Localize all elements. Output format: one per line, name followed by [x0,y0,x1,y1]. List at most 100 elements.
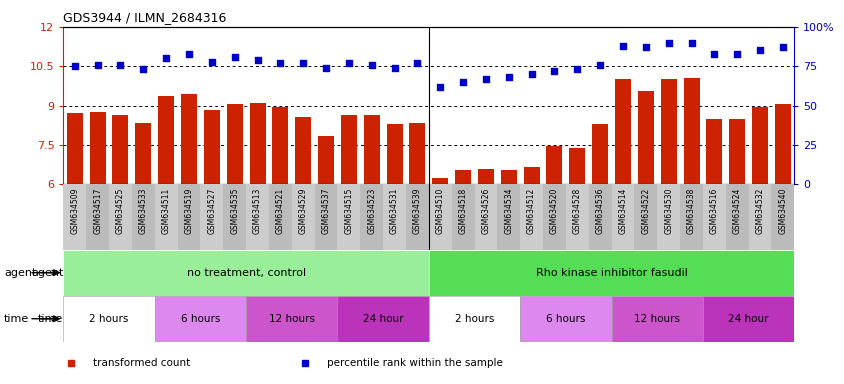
Bar [272,107,288,184]
Bar [200,184,223,250]
Bar [706,119,722,184]
Bar [154,184,177,250]
Bar [660,79,676,184]
Bar [246,184,268,250]
Bar [86,184,109,250]
Bar [702,184,725,250]
Point [501,74,515,80]
Bar [63,296,154,342]
Text: GSM634511: GSM634511 [161,188,170,234]
Text: GSM634532: GSM634532 [755,188,764,234]
Bar [268,184,291,250]
Text: GSM634531: GSM634531 [390,188,398,234]
Bar [386,124,402,184]
Bar [409,122,425,184]
Bar [112,115,128,184]
Point [251,57,264,63]
Bar [360,184,382,250]
Point [91,61,105,68]
Point [205,58,219,65]
Text: GSM634515: GSM634515 [344,188,353,234]
Bar [363,115,379,184]
Text: GSM634509: GSM634509 [70,188,79,234]
Bar [337,184,360,250]
Point [160,55,173,61]
Text: GSM634513: GSM634513 [252,188,262,234]
Text: 6 hours: 6 hours [545,314,585,324]
Bar [249,103,265,184]
Text: GSM634529: GSM634529 [299,188,307,234]
Bar [546,146,562,184]
Bar [500,170,517,184]
Text: GSM634519: GSM634519 [184,188,193,234]
Text: GSM634516: GSM634516 [709,188,718,234]
Text: GSM634520: GSM634520 [549,188,558,234]
Bar [109,184,132,250]
Bar [614,79,630,184]
Bar [611,296,702,342]
Text: GSM634526: GSM634526 [481,188,490,234]
Text: GSM634540: GSM634540 [777,188,787,234]
Bar [63,184,86,250]
Bar [203,109,219,184]
Bar [478,169,494,184]
Text: GSM634522: GSM634522 [641,188,650,234]
Text: GSM634512: GSM634512 [527,188,535,234]
Bar [497,184,520,250]
Text: 6 hours: 6 hours [181,314,219,324]
Bar [246,296,337,342]
Bar [428,184,452,250]
Text: GDS3944 / ILMN_2684316: GDS3944 / ILMN_2684316 [63,11,226,24]
Bar [474,184,497,250]
Text: 12 hours: 12 hours [268,314,315,324]
Point [410,60,424,66]
Point [638,44,652,50]
Point [570,66,583,73]
Point [342,60,355,66]
Bar [428,296,520,342]
Bar [728,119,744,184]
Bar [523,167,539,184]
Text: GSM634517: GSM634517 [93,188,102,234]
Text: GSM634514: GSM634514 [618,188,627,234]
Bar [314,184,337,250]
Point [387,65,401,71]
Text: 2 hours: 2 hours [89,314,128,324]
Bar [177,184,200,250]
Point [752,48,766,54]
Bar [452,184,474,250]
Bar [63,250,428,296]
Text: GSM634535: GSM634535 [230,188,239,234]
Text: GSM634524: GSM634524 [732,188,741,234]
Bar [543,184,565,250]
Point [775,44,788,50]
Bar [428,250,793,296]
Text: GSM634523: GSM634523 [367,188,376,234]
Text: time: time [4,314,30,324]
Text: agent: agent [31,268,63,278]
Bar [565,184,588,250]
Bar [683,78,699,184]
Bar [774,104,790,184]
Bar [455,170,471,184]
Point [684,40,697,46]
Point [68,63,82,70]
Point [365,61,378,68]
Text: no treatment, control: no treatment, control [187,268,306,278]
Point [661,40,674,46]
Text: Rho kinase inhibitor fasudil: Rho kinase inhibitor fasudil [535,268,687,278]
Text: GSM634530: GSM634530 [663,188,673,234]
Bar [611,184,634,250]
Bar [158,96,174,184]
Point [273,60,287,66]
Bar [295,118,311,184]
Bar [432,178,447,184]
Bar [317,136,333,184]
Text: agent: agent [4,268,36,278]
Bar [89,112,106,184]
Bar [337,296,428,342]
Bar [226,104,242,184]
Point [615,43,629,49]
Text: percentile rank within the sample: percentile rank within the sample [326,358,502,368]
Bar [382,184,405,250]
